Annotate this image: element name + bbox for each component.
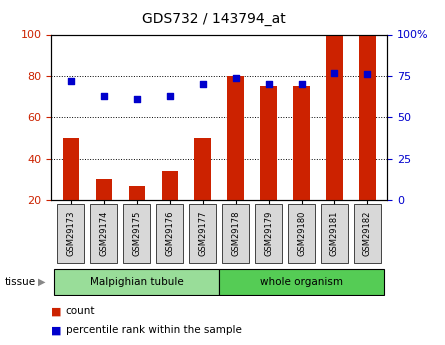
Point	[166, 93, 173, 99]
Text: GSM29182: GSM29182	[363, 211, 372, 256]
Text: GSM29173: GSM29173	[66, 211, 76, 256]
FancyBboxPatch shape	[123, 204, 150, 263]
Bar	[359, 34, 376, 200]
Text: tissue: tissue	[4, 277, 36, 286]
FancyBboxPatch shape	[222, 204, 249, 263]
FancyBboxPatch shape	[156, 204, 183, 263]
Text: ■: ■	[51, 325, 62, 335]
FancyBboxPatch shape	[57, 204, 85, 263]
Text: GSM29175: GSM29175	[132, 211, 142, 256]
Bar	[194, 138, 211, 200]
Point	[364, 71, 371, 77]
FancyBboxPatch shape	[54, 268, 219, 295]
Text: ■: ■	[51, 306, 62, 316]
Text: GDS732 / 143794_at: GDS732 / 143794_at	[142, 12, 286, 26]
Text: GSM29177: GSM29177	[198, 211, 207, 256]
Bar	[162, 171, 178, 200]
Text: count: count	[66, 306, 95, 316]
Text: Malpighian tubule: Malpighian tubule	[90, 277, 184, 286]
Bar	[96, 179, 112, 200]
FancyBboxPatch shape	[288, 204, 315, 263]
FancyBboxPatch shape	[354, 204, 381, 263]
Bar	[63, 138, 79, 200]
Text: GSM29174: GSM29174	[99, 211, 109, 256]
Text: percentile rank within the sample: percentile rank within the sample	[66, 325, 242, 335]
FancyBboxPatch shape	[90, 204, 117, 263]
FancyBboxPatch shape	[321, 204, 348, 263]
Bar	[293, 86, 310, 200]
Text: GSM29181: GSM29181	[330, 211, 339, 256]
FancyBboxPatch shape	[219, 268, 384, 295]
FancyBboxPatch shape	[189, 204, 216, 263]
FancyBboxPatch shape	[255, 204, 282, 263]
Point	[199, 81, 206, 87]
Bar	[227, 76, 244, 200]
Point	[232, 75, 239, 80]
Bar	[326, 34, 343, 200]
Text: GSM29179: GSM29179	[264, 211, 273, 256]
Text: ▶: ▶	[38, 277, 45, 286]
Point	[100, 93, 107, 99]
Point	[298, 81, 305, 87]
Point	[133, 96, 140, 102]
Bar	[260, 86, 277, 200]
Point	[67, 78, 74, 83]
Text: whole organism: whole organism	[260, 277, 343, 286]
Point	[331, 70, 338, 75]
Bar	[129, 186, 145, 200]
Text: GSM29176: GSM29176	[165, 211, 174, 256]
Text: GSM29178: GSM29178	[231, 211, 240, 256]
Text: GSM29180: GSM29180	[297, 211, 306, 256]
Point	[265, 81, 272, 87]
